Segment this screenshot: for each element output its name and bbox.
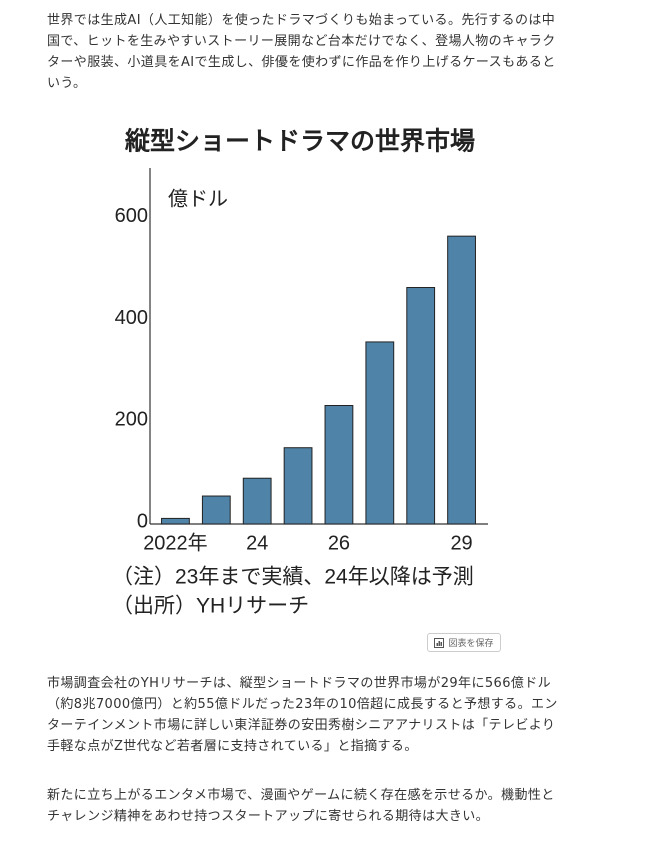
paragraph: 市場調査会社のYHリサーチは、縦型ショートドラマの世界市場が29年に566億ドル… <box>47 676 558 754</box>
button-label: 図表を保存 <box>448 639 494 649</box>
bar <box>406 287 436 525</box>
chart-title: 縦型ショートドラマの世界市場 <box>124 127 475 156</box>
bar <box>201 495 231 525</box>
paragraph: 新たに立ち上がるエンタメ市場で、漫画やゲームに続く存在感を示せるか。機動性とチャ… <box>47 788 555 824</box>
bar <box>324 405 354 525</box>
y-tick-label: 0 <box>137 510 148 532</box>
chart-icon <box>434 637 445 648</box>
chart-background <box>100 112 510 627</box>
x-tick-label: 24 <box>246 532 268 554</box>
unit-label: 億ドル <box>168 187 228 210</box>
note: （注）23年まで実績、24年以降は予測 <box>112 566 474 589</box>
save-chart-button[interactable]: 図表を保存 <box>427 633 501 652</box>
x-tick-label: 29 <box>450 532 472 554</box>
x-tick-label: 2022年 <box>143 531 208 554</box>
y-tick-label: 200 <box>115 409 148 431</box>
note: （出所）YHリサーチ <box>112 595 309 618</box>
y-tick-label: 600 <box>115 205 148 227</box>
bar <box>283 447 313 525</box>
bar <box>161 517 190 525</box>
chart: 縦型ショートドラマの世界市場 億ドル （注）23年まで実績、24年以降は予測 （… <box>100 112 510 627</box>
bar <box>365 341 395 525</box>
y-tick-label: 400 <box>115 307 148 329</box>
paragraph: 世界では生成AI（人工知能）を使ったドラマづくりも始まっている。先行するのは中国… <box>47 13 556 91</box>
bar <box>242 477 272 525</box>
bar <box>447 235 476 525</box>
x-tick-label: 26 <box>328 532 350 554</box>
